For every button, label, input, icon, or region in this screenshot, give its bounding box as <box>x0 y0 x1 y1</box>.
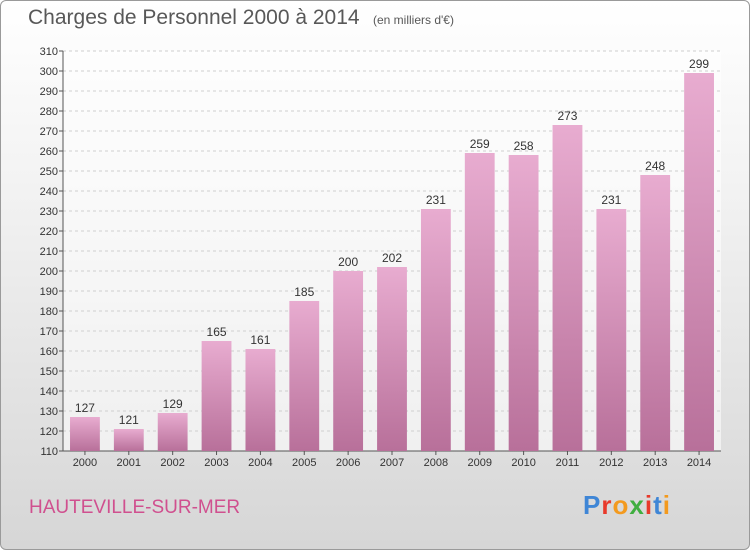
y-tick-label: 280 <box>40 106 58 118</box>
x-tick-label: 2008 <box>424 457 448 469</box>
data-label: 200 <box>338 255 358 269</box>
bar <box>333 271 364 451</box>
logo-letter: P <box>583 490 602 520</box>
bar <box>420 209 451 451</box>
bar <box>70 417 100 451</box>
data-label: 299 <box>689 57 709 71</box>
y-tick-label: 180 <box>40 306 58 318</box>
logo-letter: i <box>644 490 654 520</box>
y-tick-label: 110 <box>40 446 58 458</box>
x-tick-label: 2004 <box>248 457 272 469</box>
y-tick-label: 220 <box>40 226 58 238</box>
bar <box>289 301 320 451</box>
bar <box>245 349 276 451</box>
y-tick-label: 230 <box>40 206 58 218</box>
y-tick-label: 210 <box>40 246 58 258</box>
data-label: 202 <box>382 251 402 265</box>
data-label: 258 <box>514 139 534 153</box>
x-tick-label: 2011 <box>556 457 580 469</box>
y-tick-label: 240 <box>40 186 58 198</box>
data-label: 259 <box>470 137 490 151</box>
y-tick-label: 310 <box>40 46 58 58</box>
logo-letter: r <box>601 490 613 520</box>
y-tick-label: 160 <box>40 346 58 358</box>
bar <box>201 341 232 451</box>
y-tick-label: 300 <box>40 66 58 78</box>
x-tick-label: 2010 <box>511 457 535 469</box>
bar <box>552 125 583 451</box>
y-tick-label: 170 <box>40 326 58 338</box>
bar <box>157 413 188 451</box>
bar <box>377 267 407 451</box>
x-tick-label: 2001 <box>117 457 141 469</box>
x-tick-label: 2005 <box>292 457 316 469</box>
bar <box>640 175 671 451</box>
proxiti-logo: Proxiti <box>583 490 671 521</box>
data-label: 129 <box>163 397 183 411</box>
bar <box>596 209 627 451</box>
x-tick-label: 2009 <box>467 457 491 469</box>
bar <box>508 155 539 451</box>
logo-letter: x <box>629 490 645 520</box>
town-name: HAUTEVILLE-SUR-MER <box>29 497 241 518</box>
bar <box>113 429 144 451</box>
x-tick-label: 2012 <box>599 457 623 469</box>
x-tick-label: 2006 <box>336 457 360 469</box>
bar <box>464 153 495 451</box>
chart-title: Charges de Personnel 2000 à 2014 <box>28 6 360 29</box>
data-label: 165 <box>207 325 227 339</box>
data-label: 231 <box>426 193 446 207</box>
logo-letter: o <box>612 490 630 520</box>
data-label: 273 <box>557 109 577 123</box>
data-label: 127 <box>75 401 95 415</box>
x-tick-label: 2014 <box>687 457 711 469</box>
y-tick-label: 130 <box>40 406 58 418</box>
y-tick-label: 140 <box>40 386 58 398</box>
logo-letter: t <box>653 490 663 520</box>
x-tick-label: 2007 <box>380 457 404 469</box>
y-tick-label: 290 <box>40 86 58 98</box>
y-tick-label: 120 <box>40 426 58 438</box>
data-label: 248 <box>645 159 665 173</box>
data-label: 231 <box>601 193 621 207</box>
y-tick-label: 200 <box>40 266 58 278</box>
x-tick-label: 2002 <box>160 457 184 469</box>
bar <box>684 73 714 451</box>
y-tick-label: 270 <box>40 126 58 138</box>
chart-subtitle: (en milliers d'€) <box>373 13 454 27</box>
logo-letter: i <box>662 490 671 520</box>
x-tick-label: 2003 <box>204 457 228 469</box>
y-tick-label: 260 <box>40 146 58 158</box>
x-tick-label: 2013 <box>643 457 667 469</box>
x-tick-label: 2000 <box>73 457 97 469</box>
y-tick-label: 150 <box>40 366 58 378</box>
y-tick-label: 190 <box>40 286 58 298</box>
data-label: 161 <box>250 333 270 347</box>
data-label: 185 <box>294 285 314 299</box>
y-tick-label: 250 <box>40 166 58 178</box>
data-label: 121 <box>119 413 139 427</box>
